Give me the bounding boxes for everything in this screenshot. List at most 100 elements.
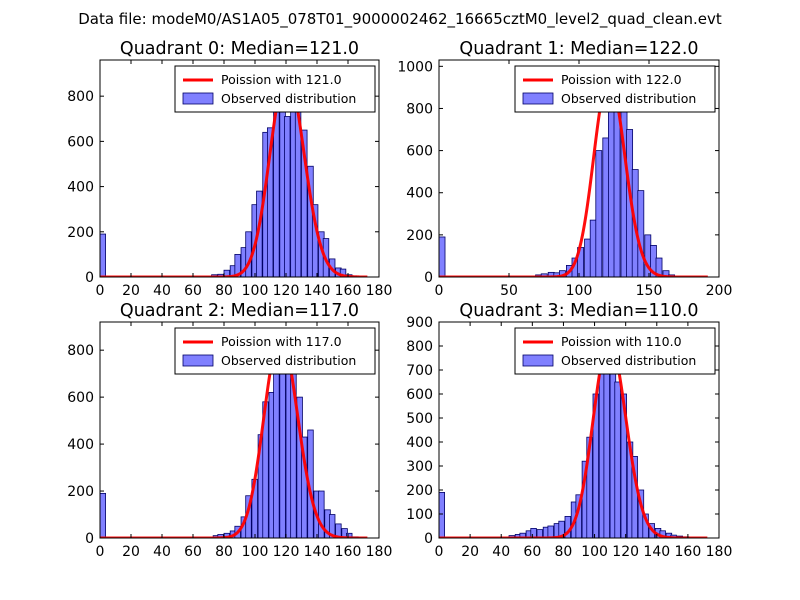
quadrant-0-x-tick-label: 100: [242, 283, 269, 299]
quadrant-0-histogram-bar: [245, 231, 252, 277]
quadrant-0-y-tick-label: 400: [67, 180, 94, 196]
quadrant-3-y-tick-label: 700: [406, 363, 433, 379]
quadrant-1-histogram-bar: [584, 238, 592, 277]
quadrant-2-x-tick-label: 0: [96, 544, 105, 560]
quadrant-3-x-tick-label: 100: [581, 544, 608, 560]
quadrant-0-histogram-bar: [100, 233, 106, 277]
quadrant-2-legend-line-label: Poission with 117.0: [221, 334, 342, 349]
quadrant-2-x-tick-label: 100: [242, 544, 269, 560]
quadrant-1-y-tick-label: 600: [406, 144, 433, 160]
quadrant-3-histogram-bar: [558, 520, 565, 538]
quadrant-2-x-tick-label: 40: [153, 544, 171, 560]
quadrant-3-x-tick-label: 40: [492, 544, 510, 560]
quadrant-3-y-tick-label: 300: [406, 459, 433, 475]
quadrant-2-legend-hist-label: Observed distribution: [221, 353, 356, 368]
quadrant-2-y-tick-label: 0: [85, 531, 94, 547]
quadrant-3-y-tick-label: 500: [406, 411, 433, 427]
quadrant-2-y-tick-label: 400: [67, 437, 94, 453]
quadrant-0-x-tick-label: 0: [96, 283, 105, 299]
quadrant-0-x-tick-label: 120: [273, 283, 300, 299]
quadrant-1-histogram-bar: [595, 150, 603, 277]
figure-suptitle: Data file: modeM0/AS1A05_078T01_90000024…: [78, 10, 722, 29]
quadrant-3-title: Quadrant 3: Median=110.0: [459, 301, 698, 321]
quadrant-2-histogram-bar: [273, 359, 280, 538]
quadrant-2-y-tick-label: 200: [67, 484, 94, 500]
quadrant-1-panel: 0 50 100 150 200 0 200 400 600 800 1000 Quadrant 1:…: [397, 39, 732, 299]
quadrant-3-x-tick-label: 60: [523, 544, 541, 560]
quadrant-0-x-tick-label: 20: [122, 283, 140, 299]
quadrant-2-x-tick-label: 20: [122, 544, 140, 560]
quadrant-3-x-tick-label: 120: [612, 544, 639, 560]
quadrant-3-histogram-bar: [603, 345, 610, 538]
quadrant-0-panel: 0 20 40 60 80 100 120 140 160 180 0 200 400 600 800 Qua…: [67, 39, 392, 299]
quadrant-2-x-tick-label: 140: [304, 544, 331, 560]
quadrant-3-x-tick-label: 140: [643, 544, 670, 560]
quadrant-3-y-tick-label: 800: [406, 339, 433, 355]
quadrant-2-axes-frame: [99, 321, 380, 539]
quadrant-3-histogram-bar: [547, 525, 554, 538]
quadrant-0-histogram-bar: [301, 129, 308, 277]
quadrant-3-legend-line-label: Poission with 110.0: [561, 334, 682, 349]
quadrant-0-poisson-curve: [100, 71, 368, 277]
quadrant-3-y-tick-label: 100: [406, 507, 433, 523]
quadrant-1-histogram-bar: [540, 273, 548, 277]
quadrant-0-title: Quadrant 0: Median=121.0: [120, 39, 359, 59]
quadrant-2-panel: 0 20 40 60 80 100 120 140 160 180 0 200 400 600 800 Qua…: [67, 301, 392, 560]
quadrant-2-x-tick-label: 80: [215, 544, 233, 560]
quadrant-3-axes-frame: [438, 321, 720, 539]
quadrant-1-histogram-bar: [608, 91, 615, 277]
quadrant-1-x-tick-label: 0: [435, 283, 444, 299]
quadrant-2-x-tick-label: 180: [366, 544, 393, 560]
quadrant-3-y-tick-label: 0: [424, 531, 433, 547]
quadrant-3-histogram-bar: [530, 528, 537, 538]
quadrant-3-histogram-bar: [439, 491, 445, 538]
quadrant-1-plot-area: [439, 75, 708, 277]
quadrant-0-axes-frame: [99, 59, 380, 278]
quadrant-1-y-tick-label: 400: [406, 186, 433, 202]
quadrant-2-poisson-curve: [100, 334, 368, 538]
quadrant-0-y-tick-label: 800: [67, 89, 94, 105]
quadrant-1-y-tick-label: 800: [406, 101, 433, 117]
quadrant-1-title: Quadrant 1: Median=122.0: [459, 39, 698, 59]
quadrant-3-histogram-bar: [519, 532, 526, 538]
quadrant-1-x-tick-label: 50: [500, 283, 518, 299]
quadrant-1-y-tick-label: 0: [424, 270, 433, 286]
quadrant-1-x-tick-label: 200: [706, 283, 733, 299]
quadrant-0-x-tick-label: 180: [366, 283, 393, 299]
quadrant-3-poisson-curve: [439, 339, 708, 538]
quadrant-2-histogram-bar: [318, 490, 325, 538]
quadrant-0-histogram-bar: [284, 116, 291, 277]
quadrant-3-y-tick-label: 900: [406, 315, 433, 331]
quadrant-0-legend-hist-label: Observed distribution: [221, 91, 356, 106]
quadrant-0-y-tick-label: 600: [67, 134, 94, 150]
quadrant-3-y-tick-label: 200: [406, 483, 433, 499]
quadrant-0-x-tick-label: 80: [215, 283, 233, 299]
quadrant-3-x-tick-label: 180: [706, 544, 733, 560]
quadrant-0-legend-hist-swatch: [182, 92, 214, 105]
quadrant-1-histogram-bar: [602, 137, 610, 277]
quadrant-2-legend-hist-swatch: [182, 354, 214, 367]
quadrant-1-legend-hist-label: Observed distribution: [561, 91, 696, 106]
quadrant-1-y-tick-label: 200: [406, 228, 433, 244]
quadrant-3-x-tick-label: 20: [461, 544, 479, 560]
quadrant-1-histogram-bar: [655, 257, 663, 277]
quadrant-2-title: Quadrant 2: Median=117.0: [120, 301, 359, 321]
quadrant-0-x-tick-label: 60: [184, 283, 202, 299]
quadrant-0-y-tick-label: 200: [67, 225, 94, 241]
quadrant-2-x-tick-label: 160: [335, 544, 362, 560]
quadrant-0-x-tick-label: 40: [153, 283, 171, 299]
quadrant-0-legend-line-label: Poission with 121.0: [221, 72, 342, 87]
quadrant-0-x-tick-label: 160: [335, 283, 362, 299]
quadrant-1-poisson-curve: [439, 75, 708, 277]
quadrant-3-histogram-bar: [614, 381, 621, 538]
quadrant-1-histogram-bar: [662, 270, 670, 277]
quadrant-3-x-tick-label: 80: [555, 544, 573, 560]
quadrant-2-histogram-bar: [100, 492, 106, 538]
quadrant-3-legend-hist-swatch: [522, 354, 554, 367]
quadrant-1-x-tick-label: 100: [566, 283, 593, 299]
quadrant-1-x-tick-label: 150: [636, 283, 663, 299]
quadrant-1-legend-hist-swatch: [522, 92, 554, 105]
quadrant-0-histogram-bar: [266, 127, 274, 277]
quadrant-2-y-tick-label: 800: [67, 343, 94, 359]
